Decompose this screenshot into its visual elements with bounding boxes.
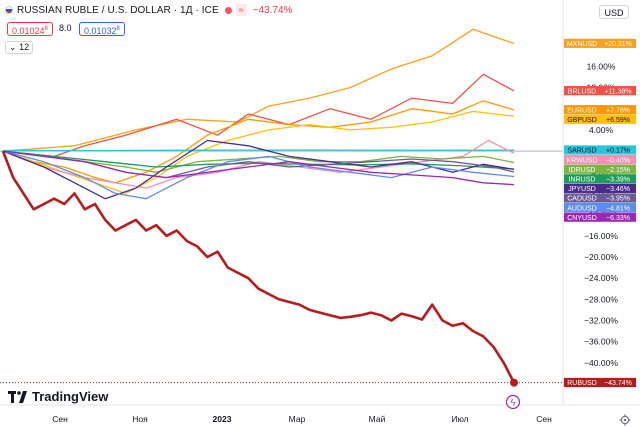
x-tick-label: Июл: [451, 414, 468, 424]
tradingview-logo[interactable]: TradingView: [8, 389, 108, 404]
series-line-jpyusd[interactable]: [2, 139, 515, 200]
price-label-jpyusd-value[interactable]: [600, 183, 636, 193]
x-tick-label: Мар: [289, 414, 306, 424]
price-label-value-text: −3.39%: [606, 176, 630, 183]
price-label-name-text: MXNUSD: [567, 41, 597, 48]
price-label-rubusd-name[interactable]: [564, 377, 600, 388]
x-tick-label: Май: [369, 414, 386, 424]
chevron-down-icon: ⌄: [9, 42, 17, 52]
price-label-name-text: INRUSD: [569, 176, 596, 183]
y-tick-label: −28.00%: [584, 294, 618, 304]
market-status-dot: [224, 6, 232, 14]
y-tick-label: −24.00%: [584, 273, 618, 283]
y-tick-label: −20.00%: [584, 252, 618, 262]
y-tick-label: 4.00%: [589, 125, 614, 135]
price-label-value-text: −6.33%: [606, 215, 630, 222]
price-label-audusd-value[interactable]: [600, 202, 636, 213]
price-label-brlusd-name[interactable]: [564, 86, 600, 96]
series-line-gbpusd[interactable]: [2, 110, 515, 195]
series-line-eurusd[interactable]: [2, 100, 515, 184]
spread-value: 8.0: [59, 23, 72, 33]
price-label-mxnusd-value[interactable]: [600, 38, 636, 48]
currency-label[interactable]: USD: [599, 5, 629, 19]
y-tick-label: 16.00%: [587, 61, 616, 71]
settings-icon[interactable]: [619, 414, 631, 426]
price-label-brlusd-value[interactable]: [600, 86, 636, 96]
series-line-rubusd[interactable]: [1, 150, 516, 384]
x-tick-label: Ноя: [132, 414, 148, 424]
price-label-value-text: −3.95%: [606, 196, 630, 203]
price-label-cadusd-name[interactable]: [564, 193, 600, 203]
y-tick-label: −32.00%: [584, 316, 618, 326]
price-label-name-text: BRLUSD: [568, 88, 596, 95]
price-label-name-text: AUDUSD: [567, 205, 597, 212]
price-label-value-text: −43.74%: [604, 380, 632, 387]
rub-last-point[interactable]: [510, 378, 518, 387]
price-label-eurusd-value[interactable]: [600, 105, 636, 115]
symbol-title[interactable]: RUSSIAN RUBLE / U.S. DOLLAR · 1Д · ICE: [17, 4, 219, 16]
price-label-value-text: +6.59%: [606, 117, 630, 124]
price-label-name-text: JPYUSD: [568, 186, 596, 193]
buy-price-box[interactable]: 0.010328: [79, 22, 125, 36]
series-line-brlusd[interactable]: [2, 73, 515, 158]
price-label-value-text: +11.38%: [604, 88, 631, 95]
flash-icon[interactable]: [505, 394, 521, 410]
brand-name: TradingView: [32, 389, 109, 404]
price-label-idrusd-value[interactable]: [600, 164, 636, 174]
change-percent: −43.74%: [252, 4, 293, 16]
price-label-name-text: CNYUSD: [567, 215, 597, 222]
price-label-idrusd-name[interactable]: [564, 164, 600, 174]
symbol-header[interactable]: RUSSIAN RUBLE / U.S. DOLLAR · 1Д · ICE ≈…: [0, 0, 292, 20]
price-label-rubusd-value[interactable]: [600, 377, 636, 388]
price-label-value-text: +7.78%: [606, 107, 630, 114]
price-label-value-text: −3.46%: [606, 186, 630, 193]
series-line-sarusd[interactable]: [3, 149, 515, 152]
price-label-inrusd-name[interactable]: [564, 174, 600, 184]
volume-toggle[interactable]: ⌄ 12: [5, 41, 34, 54]
price-label-name-text: CADUSD: [567, 196, 597, 203]
tradingview-logo-icon: [8, 390, 27, 403]
price-label-sarusd-value[interactable]: [600, 145, 636, 155]
price-label-value-text: +0.17%: [606, 148, 630, 155]
price-label-cnyusd-value[interactable]: [600, 212, 636, 222]
price-label-sarusd-name[interactable]: [564, 145, 600, 155]
y-tick-label: −40.00%: [584, 358, 618, 368]
price-label-mxnusd-name[interactable]: [564, 38, 600, 48]
price-label-gbpusd-value[interactable]: [600, 114, 636, 124]
price-label-cnyusd-name[interactable]: [564, 212, 600, 222]
price-label-inrusd-value[interactable]: [600, 174, 636, 184]
price-label-value-text: −4.81%: [606, 205, 630, 212]
series-line-mxnusd[interactable]: [2, 28, 515, 152]
price-label-audusd-name[interactable]: [564, 202, 600, 213]
flash-glyph: ϟ: [511, 398, 516, 408]
series-line-audusd[interactable]: [2, 150, 515, 200]
chart-badge[interactable]: ≈: [235, 4, 247, 16]
price-label-name-text: IDRUSD: [569, 167, 596, 174]
price-label-gbpusd-name[interactable]: [564, 114, 600, 124]
price-label-cadusd-value[interactable]: [600, 193, 636, 203]
price-label-krwusd-name[interactable]: [564, 154, 600, 165]
price-label-name-text: RUBUSD: [567, 380, 597, 387]
price-label-name-text: GBPUSD: [567, 117, 597, 124]
price-label-eurusd-name[interactable]: [564, 105, 600, 115]
x-tick-label: Сен: [536, 414, 552, 424]
flag-icon: [5, 6, 13, 14]
price-label-name-text: EURUSD: [567, 107, 597, 114]
price-label-jpyusd-name[interactable]: [564, 183, 600, 193]
price-label-krwusd-value[interactable]: [600, 154, 636, 165]
y-tick-label: −36.00%: [584, 337, 618, 347]
price-label-value-text: +20.31%: [604, 41, 632, 48]
series-line-cnyusd[interactable]: [2, 150, 515, 186]
price-label-value-text: −0.40%: [606, 157, 630, 164]
price-label-name-text: SARUSD: [567, 148, 596, 155]
x-tick-label: 2023: [213, 414, 232, 424]
price-label-name-text: KRWUSD: [567, 157, 598, 164]
y-tick-label: −16.00%: [584, 231, 618, 241]
price-label-value-text: −2.15%: [606, 167, 630, 174]
x-tick-label: Сен: [52, 414, 68, 424]
sell-price-box[interactable]: 0.010248: [7, 22, 53, 36]
